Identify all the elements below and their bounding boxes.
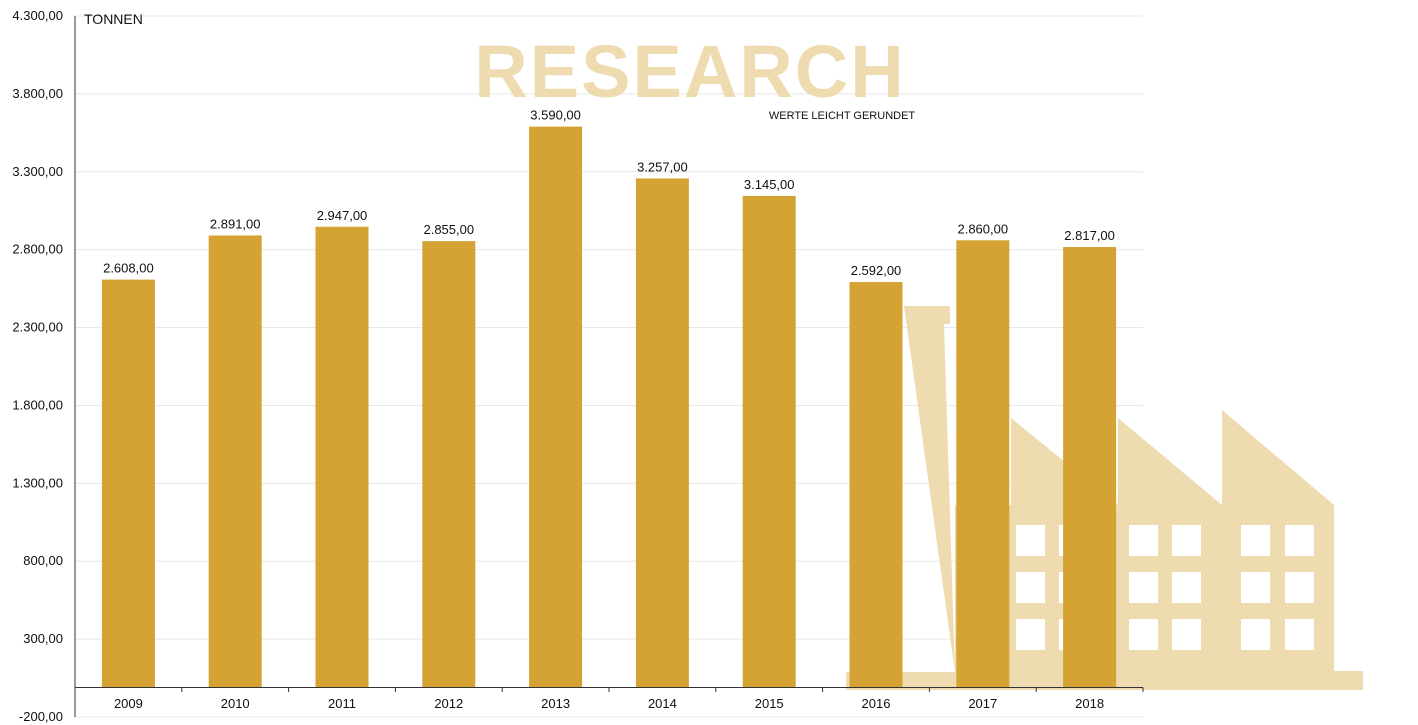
factory-windows [1016,525,1314,650]
factory-window [1241,619,1270,650]
x-tick-label: 2012 [434,696,463,711]
value-label: 2.592,00 [851,263,902,278]
value-label: 2.860,00 [957,221,1008,236]
factory-window [1285,525,1314,556]
y-tick-label: -200,00 [19,709,63,724]
y-tick-label: 800,00 [23,553,63,568]
value-label: 3.257,00 [637,159,688,174]
x-tick-label: 2014 [648,696,677,711]
bar-2010 [208,235,262,688]
value-label: 2.891,00 [210,216,261,231]
bar-2014 [635,178,689,688]
factory-window [1241,525,1270,556]
factory-window [1172,619,1201,650]
bar-2016 [849,282,903,688]
factory-window [1016,525,1045,556]
x-tick-label: 2015 [755,696,784,711]
factory-window [1285,619,1314,650]
value-label: 2.947,00 [317,208,368,223]
factory-window [1172,572,1201,603]
bar-2009 [101,279,155,688]
y-tick-label: 4.300,00 [12,8,63,23]
value-label: 3.145,00 [744,177,795,192]
bar-2018 [1063,247,1117,688]
factory-window [1129,572,1158,603]
factory-window [1241,572,1270,603]
x-axis-ticks: 2009 2010 2011 2012 2013 2014 2015 2016 2017 2018 [114,687,1144,711]
bar-2012 [422,241,476,688]
factory-window [1129,525,1158,556]
y-tick-label: 2.800,00 [12,242,63,257]
bar-2011 [315,226,369,688]
x-tick-label: 2009 [114,696,143,711]
y-tick-label: 3.300,00 [12,164,63,179]
rounding-note: WERTE LEICHT GERUNDET [769,110,916,122]
factory-window [1016,619,1045,650]
factory-window [1172,525,1201,556]
bar-2015 [742,195,796,688]
x-tick-label: 2017 [968,696,997,711]
bars: 2.608,00 2.891,00 2.947,00 2.855,00 3.590,00… [101,108,1117,688]
x-tick-label: 2018 [1075,696,1104,711]
x-tick-label: 2016 [862,696,891,711]
value-label: 2.608,00 [103,261,154,276]
bar-2017 [956,240,1010,688]
value-label: 2.855,00 [423,222,474,237]
factory-window [1016,572,1045,603]
x-tick-label: 2011 [328,696,356,711]
y-tick-label: 1.800,00 [12,397,63,412]
bar-2013 [529,126,583,688]
x-tick-label: 2010 [221,696,250,711]
value-label: 3.590,00 [530,108,581,123]
factory-window [1285,572,1314,603]
value-label: 2.817,00 [1064,228,1115,243]
logo-wordmark: RESEARCH [474,30,905,113]
y-tick-label: 300,00 [23,631,63,646]
y-tick-label: 2.300,00 [12,320,63,335]
y-axis-ticks: 4.300,00 3.800,00 3.300,00 2.800,00 2.300,00… [12,8,63,724]
y-tick-label: 3.800,00 [12,86,63,101]
research-logo: RESEARCH WERTE LEICHT GERUNDET [474,30,915,122]
y-tick-label: 1.300,00 [12,475,63,490]
factory-window [1129,619,1158,650]
x-tick-label: 2013 [541,696,570,711]
unit-label: TONNEN [84,11,143,27]
